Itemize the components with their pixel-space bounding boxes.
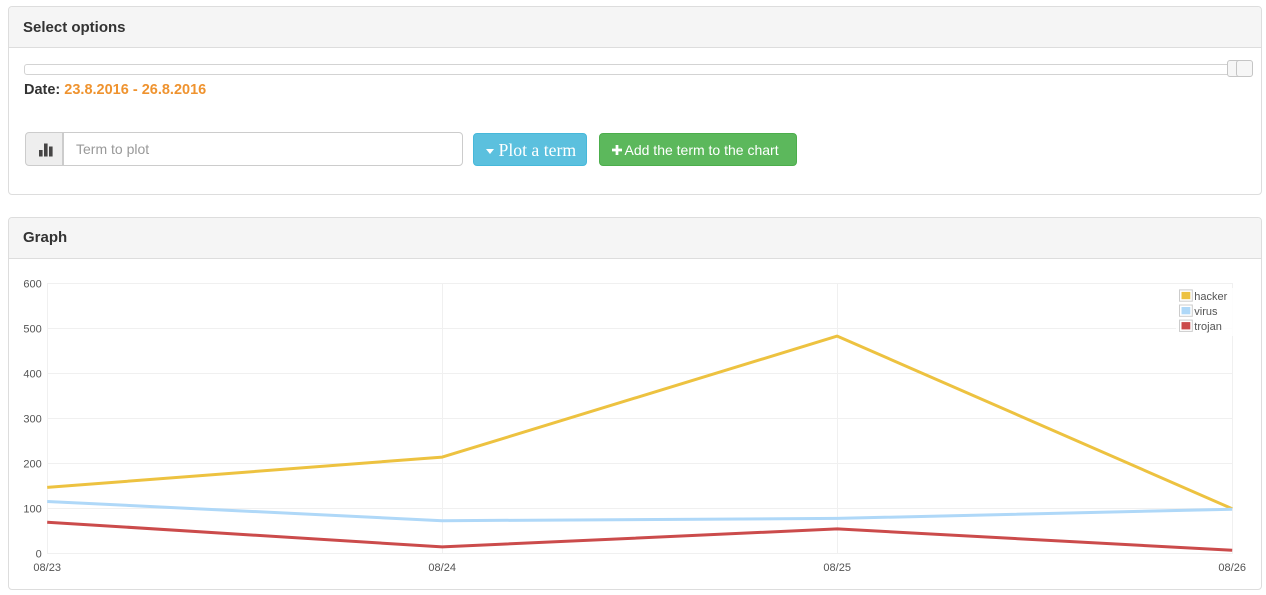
svg-text:trojan: trojan [1194,321,1222,333]
svg-text:0: 0 [36,548,42,560]
svg-text:08/23: 08/23 [33,562,61,574]
svg-text:400: 400 [23,368,41,380]
svg-text:08/24: 08/24 [428,562,456,574]
svg-text:hacker: hacker [1194,290,1227,302]
svg-text:100: 100 [23,503,41,515]
svg-text:600: 600 [23,278,41,290]
svg-text:500: 500 [23,323,41,335]
svg-text:virus: virus [1194,306,1218,318]
svg-text:08/25: 08/25 [823,562,851,574]
svg-text:08/26: 08/26 [1218,562,1246,574]
svg-text:300: 300 [23,413,41,425]
svg-text:200: 200 [23,458,41,470]
